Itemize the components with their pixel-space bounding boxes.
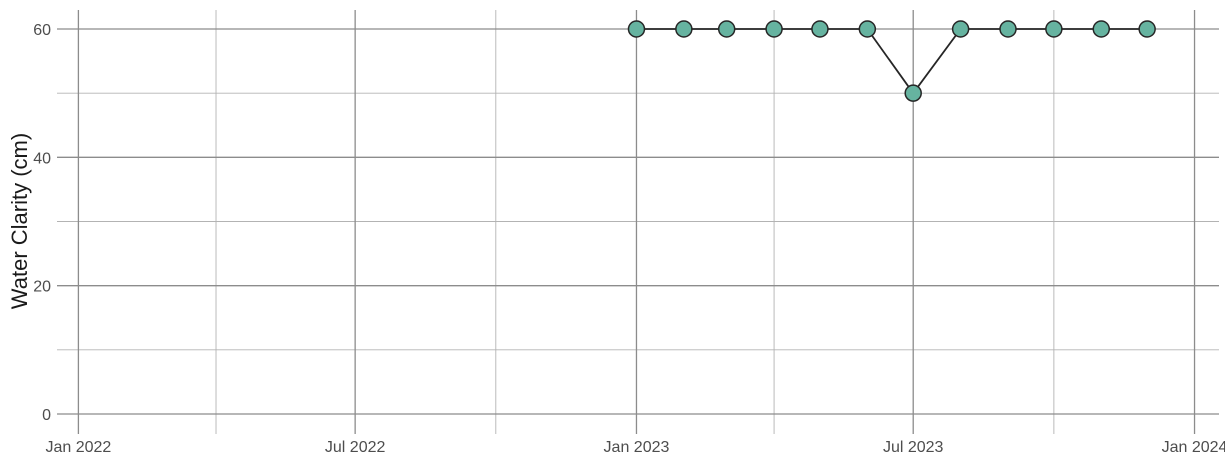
x-tick-label: Jan 2024 bbox=[1162, 439, 1225, 456]
data-point bbox=[904, 84, 922, 102]
data-point bbox=[951, 20, 970, 38]
data-point bbox=[675, 20, 693, 38]
y-tick-label: 0 bbox=[42, 407, 51, 424]
data-point bbox=[858, 20, 877, 38]
data-point bbox=[1138, 20, 1156, 38]
y-axis-ticks: 0 20 40 60 bbox=[33, 22, 51, 424]
data-point bbox=[999, 20, 1017, 38]
x-axis-ticks: Jan 2022 Jul 2022 Jan 2023 Jul 2023 Jan 2024 bbox=[45, 439, 1225, 456]
y-tick-label: 20 bbox=[33, 279, 51, 296]
series-line bbox=[636, 28, 1148, 95]
data-point bbox=[765, 20, 783, 38]
x-tick-label: Jan 2022 bbox=[45, 439, 111, 456]
y-tick-label: 60 bbox=[33, 22, 51, 39]
x-tick-label: Jul 2022 bbox=[325, 439, 386, 456]
x-tick-label: Jul 2023 bbox=[883, 439, 944, 456]
y-axis-title: Water Clarity (cm) bbox=[7, 133, 32, 309]
data-point bbox=[1092, 20, 1111, 38]
data-point bbox=[1045, 20, 1063, 38]
y-tick-label: 40 bbox=[33, 150, 51, 167]
data-point bbox=[627, 20, 646, 38]
data-point bbox=[717, 20, 736, 38]
grid-layer bbox=[57, 10, 1219, 434]
data-point bbox=[811, 20, 829, 38]
x-tick-label: Jan 2023 bbox=[604, 439, 670, 456]
data-points bbox=[627, 20, 1156, 102]
